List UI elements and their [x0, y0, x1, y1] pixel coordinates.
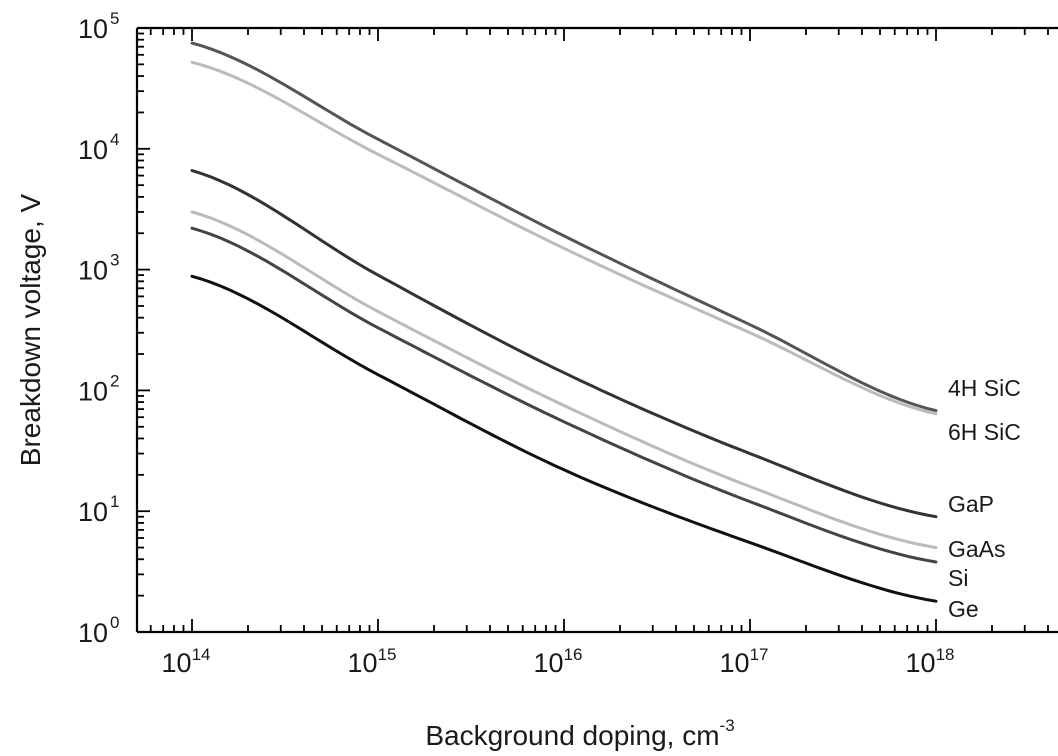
y-tick-exponent: 3 [110, 251, 119, 270]
series-line-gap [190, 169, 938, 519]
axis-ticks [137, 27, 1049, 633]
series-label-6h-sic: 6H SiC [948, 419, 1021, 445]
y-tick-label: 10 [78, 14, 108, 44]
series-line-6h-sic [190, 60, 938, 416]
y-tick-exponent: 2 [110, 371, 119, 390]
x-tick-label: 1016 [534, 645, 583, 678]
series-label-gap: GaP [948, 491, 994, 517]
series-labels: 4H SiC 6H SiC GaP GaAs Si Ge [948, 375, 1021, 622]
x-tick-label: 1017 [720, 645, 769, 678]
y-tick-exponent: 1 [110, 492, 119, 511]
y-tick-label: 10 [78, 497, 108, 527]
y-tick-exponent: 4 [110, 130, 119, 149]
series-label-4h-sic: 4H SiC [948, 375, 1021, 401]
x-axis-title: Background doping, cm-3 [425, 716, 734, 751]
y-tick-label: 10 [78, 135, 108, 165]
series-line-4h-sic [190, 41, 938, 413]
series-line-ge [190, 274, 938, 603]
x-tick-label: 1018 [906, 645, 955, 678]
series-line-gaas [190, 210, 938, 550]
x-tick-label: 1015 [348, 645, 397, 678]
series-lines [190, 41, 938, 603]
y-tick-exponent: 5 [110, 9, 119, 28]
x-tick-label: 1014 [162, 645, 211, 678]
y-tick-label: 10 [78, 618, 108, 648]
series-line-si [190, 226, 938, 564]
y-axis-title: Breakdown voltage, V [15, 193, 46, 466]
series-label-si: Si [948, 565, 968, 591]
y-tick-exponent: 0 [110, 613, 119, 632]
y-tick-label: 10 [78, 256, 108, 286]
series-label-gaas: GaAs [948, 536, 1006, 562]
series-label-ge: Ge [948, 596, 979, 622]
y-tick-label: 10 [78, 376, 108, 406]
